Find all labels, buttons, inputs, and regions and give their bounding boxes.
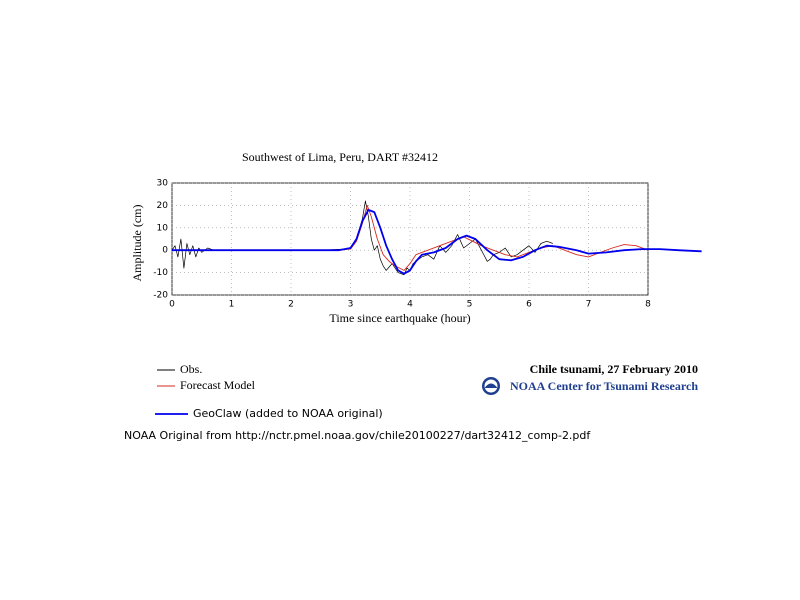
y-tick-label: -10 <box>153 268 168 278</box>
x-tick-label: 1 <box>229 300 235 310</box>
y-axis-label: Amplitude (cm) <box>130 205 144 282</box>
legend-label: Forecast Model <box>180 378 256 392</box>
y-tick-label: 30 <box>157 179 169 189</box>
legend-label: GeoClaw (added to NOAA original) <box>193 407 383 420</box>
x-tick-label: 8 <box>645 300 651 310</box>
x-tick-label: 6 <box>526 300 532 310</box>
y-tick-label: -20 <box>153 291 168 301</box>
data-line <box>172 209 702 275</box>
y-tick-label: 10 <box>157 223 169 233</box>
x-tick-label: 4 <box>407 300 413 310</box>
y-tick-label: 20 <box>157 201 169 211</box>
x-tick-label: 7 <box>586 300 592 310</box>
x-tick-label: 3 <box>348 300 354 310</box>
x-axis-label: Time since earthquake (hour) <box>329 311 470 325</box>
x-tick-label: 0 <box>169 300 175 310</box>
y-tick-label: 0 <box>162 246 168 256</box>
chart-title: Southwest of Lima, Peru, DART #32412 <box>242 150 438 164</box>
x-tick-label: 2 <box>288 300 294 310</box>
noaa-logo <box>482 377 500 395</box>
annotation: Chile tsunami, 27 February 2010 <box>530 362 698 376</box>
annotation: NOAA Center for Tsunami Research <box>510 379 698 393</box>
legend-label: Obs. <box>180 362 202 376</box>
data-line <box>171 200 553 276</box>
source-note: NOAA Original from http://nctr.pmel.noaa… <box>124 429 591 442</box>
x-tick-label: 5 <box>467 300 473 310</box>
